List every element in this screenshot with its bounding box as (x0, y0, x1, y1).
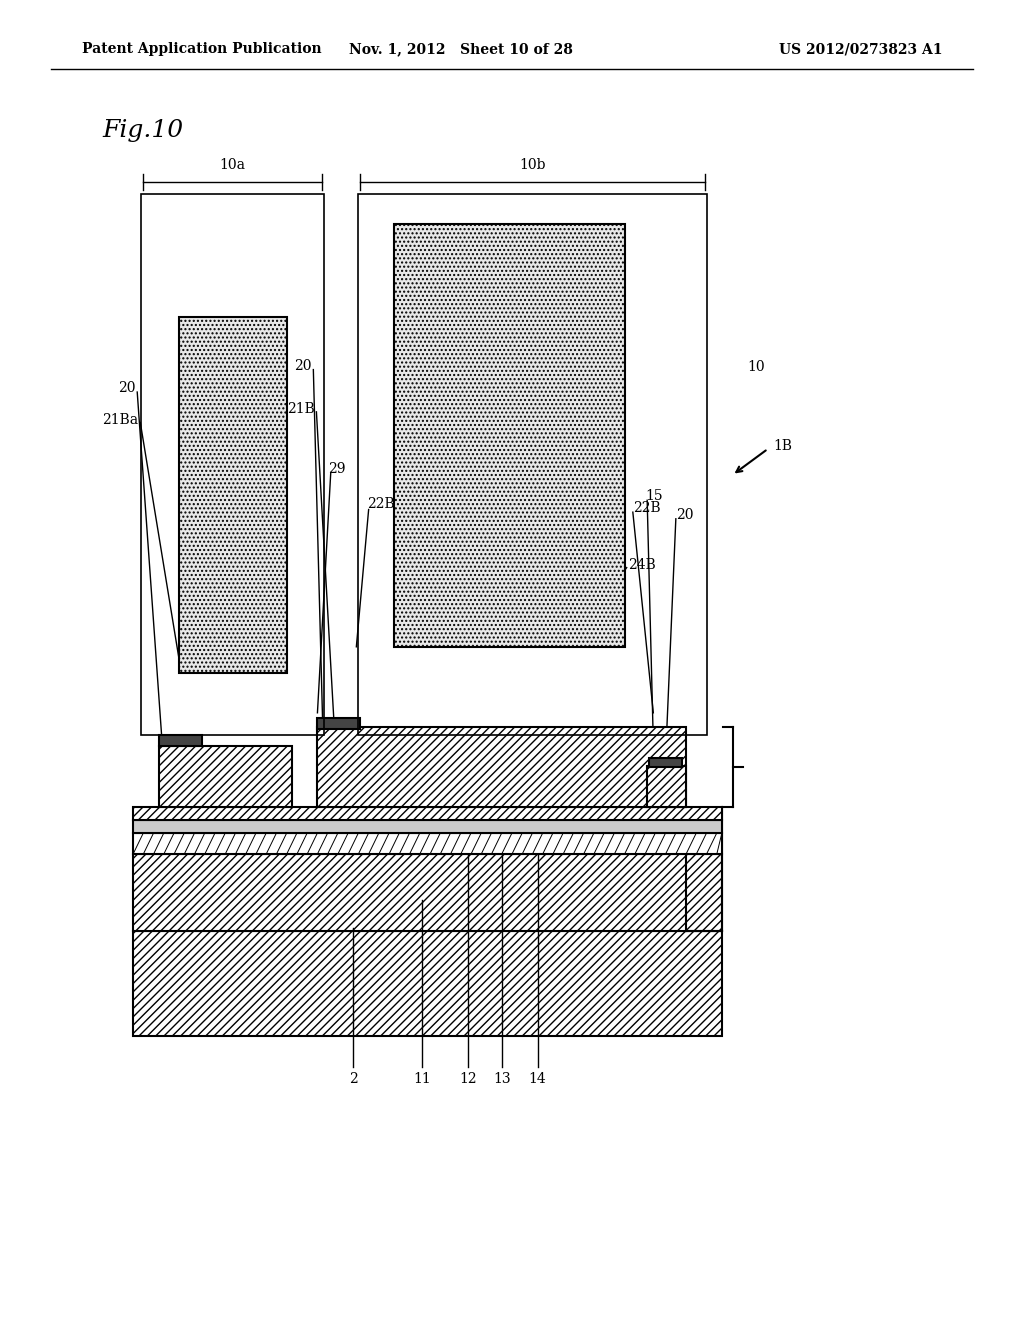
Text: 10a: 10a (219, 157, 246, 172)
Text: 1B: 1B (773, 440, 793, 453)
Text: Patent Application Publication: Patent Application Publication (82, 42, 322, 57)
Text: 21B: 21B (287, 403, 314, 416)
Bar (317, 718, 360, 729)
Text: 10: 10 (748, 360, 765, 374)
Bar (133, 854, 722, 931)
Bar (159, 746, 292, 807)
Bar (141, 194, 324, 735)
Bar (647, 766, 686, 807)
Bar (133, 820, 722, 833)
Bar (133, 807, 722, 820)
Text: 22B: 22B (633, 502, 660, 515)
Text: 29: 29 (328, 462, 345, 475)
Text: 11: 11 (413, 1072, 431, 1086)
Bar (358, 194, 707, 735)
Text: US 2012/0273823 A1: US 2012/0273823 A1 (778, 42, 942, 57)
Bar (133, 833, 722, 854)
Text: Nov. 1, 2012   Sheet 10 of 28: Nov. 1, 2012 Sheet 10 of 28 (349, 42, 572, 57)
Bar (649, 758, 682, 767)
Bar (133, 931, 722, 1036)
Text: 15: 15 (645, 490, 663, 503)
Text: 22Ba: 22Ba (367, 498, 402, 511)
Text: 24B: 24B (628, 558, 655, 572)
Text: 20: 20 (118, 381, 135, 395)
Bar (394, 224, 625, 647)
Text: 13: 13 (493, 1072, 511, 1086)
Text: 10b: 10b (519, 157, 546, 172)
Text: Fig.10: Fig.10 (102, 119, 183, 141)
Text: 20: 20 (294, 359, 311, 372)
Text: 21Ba: 21Ba (102, 413, 138, 426)
Text: 12: 12 (459, 1072, 477, 1086)
Bar (179, 317, 287, 673)
Text: 20: 20 (676, 508, 693, 521)
Bar (159, 735, 202, 746)
Text: 2: 2 (349, 1072, 357, 1086)
Text: 23B: 23B (230, 550, 257, 565)
Bar (317, 727, 686, 807)
Text: 14: 14 (528, 1072, 547, 1086)
Text: 29: 29 (575, 524, 593, 537)
